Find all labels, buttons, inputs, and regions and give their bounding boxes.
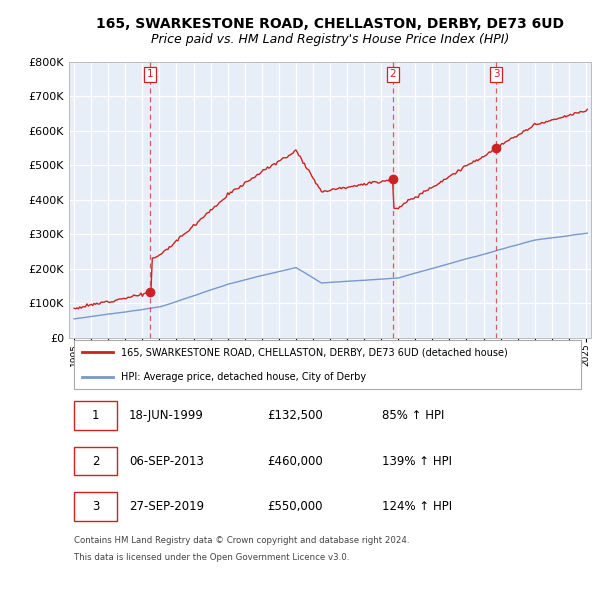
Text: 124% ↑ HPI: 124% ↑ HPI	[382, 500, 452, 513]
FancyBboxPatch shape	[74, 401, 117, 430]
Text: £132,500: £132,500	[268, 409, 323, 422]
Text: 1: 1	[147, 70, 154, 80]
Text: 1: 1	[92, 409, 100, 422]
Text: 165, SWARKESTONE ROAD, CHELLASTON, DERBY, DE73 6UD: 165, SWARKESTONE ROAD, CHELLASTON, DERBY…	[96, 17, 564, 31]
Text: Price paid vs. HM Land Registry's House Price Index (HPI): Price paid vs. HM Land Registry's House …	[151, 33, 509, 46]
Text: 165, SWARKESTONE ROAD, CHELLASTON, DERBY, DE73 6UD (detached house): 165, SWARKESTONE ROAD, CHELLASTON, DERBY…	[121, 348, 508, 358]
Text: 139% ↑ HPI: 139% ↑ HPI	[382, 455, 452, 468]
Text: 06-SEP-2013: 06-SEP-2013	[129, 455, 204, 468]
Text: 85% ↑ HPI: 85% ↑ HPI	[382, 409, 445, 422]
FancyBboxPatch shape	[74, 447, 117, 476]
Text: 3: 3	[92, 500, 100, 513]
FancyBboxPatch shape	[74, 340, 581, 389]
Text: This data is licensed under the Open Government Licence v3.0.: This data is licensed under the Open Gov…	[74, 553, 350, 562]
Text: £460,000: £460,000	[268, 455, 323, 468]
Text: 3: 3	[493, 70, 499, 80]
Text: Contains HM Land Registry data © Crown copyright and database right 2024.: Contains HM Land Registry data © Crown c…	[74, 536, 410, 545]
Text: 2: 2	[389, 70, 396, 80]
Text: 27-SEP-2019: 27-SEP-2019	[129, 500, 204, 513]
Text: 18-JUN-1999: 18-JUN-1999	[129, 409, 204, 422]
Text: HPI: Average price, detached house, City of Derby: HPI: Average price, detached house, City…	[121, 372, 367, 382]
Text: £550,000: £550,000	[268, 500, 323, 513]
FancyBboxPatch shape	[74, 493, 117, 521]
Text: 2: 2	[92, 455, 100, 468]
